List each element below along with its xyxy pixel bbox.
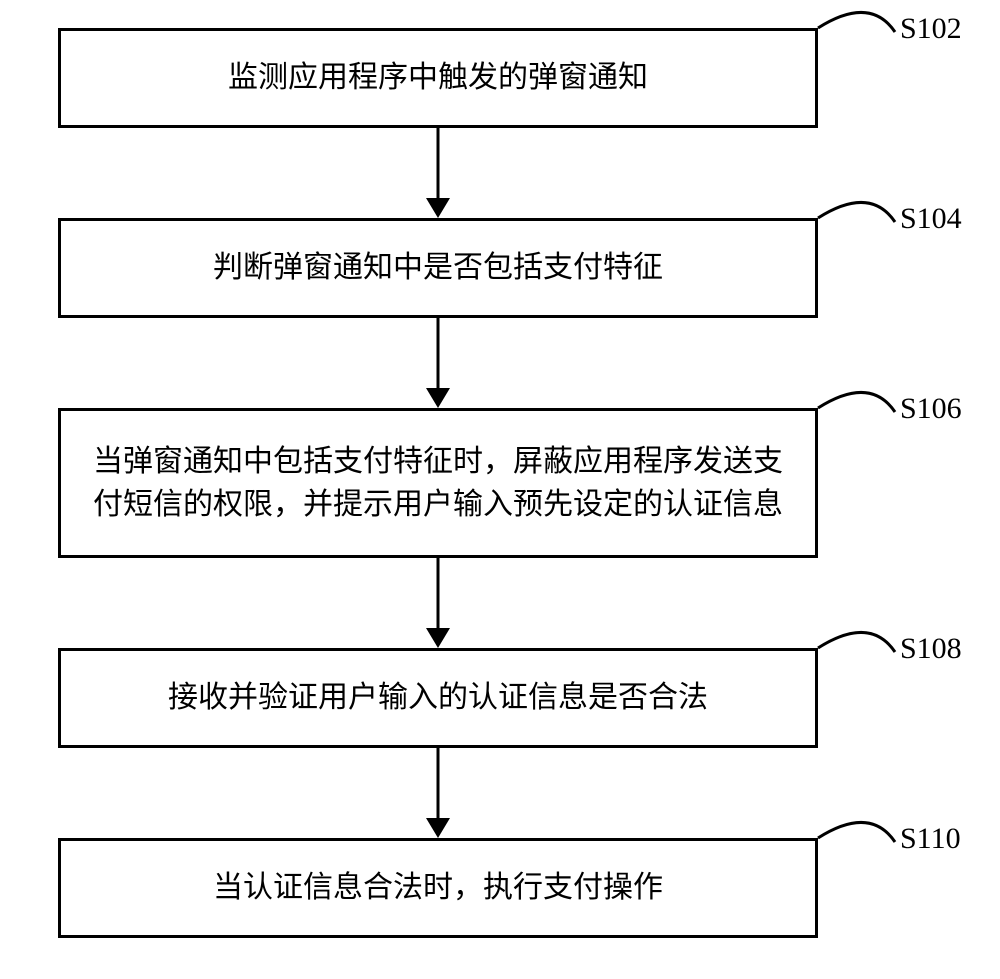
flowchart-container: 监测应用程序中触发的弹窗通知 S102 判断弹窗通知中是否包括支付特征 S104… bbox=[0, 0, 1000, 979]
arrow-s108-s110 bbox=[437, 748, 440, 818]
step-s110-box: 当认证信息合法时，执行支付操作 bbox=[58, 838, 818, 938]
step-s106-box: 当弹窗通知中包括支付特征时，屏蔽应用程序发送支付短信的权限，并提示用户输入预先设… bbox=[58, 408, 818, 558]
step-s104-box: 判断弹窗通知中是否包括支付特征 bbox=[58, 218, 818, 318]
step-s104-text: 判断弹窗通知中是否包括支付特征 bbox=[213, 246, 663, 290]
step-s104-label: S104 bbox=[900, 202, 962, 236]
step-s106-text: 当弹窗通知中包括支付特征时，屏蔽应用程序发送支付短信的权限，并提示用户输入预先设… bbox=[81, 440, 795, 527]
step-s102-text: 监测应用程序中触发的弹窗通知 bbox=[228, 56, 648, 100]
step-s108-box: 接收并验证用户输入的认证信息是否合法 bbox=[58, 648, 818, 748]
step-s106-label: S106 bbox=[900, 392, 962, 426]
arrow-s102-s104 bbox=[437, 128, 440, 198]
arrow-s104-s106 bbox=[437, 318, 440, 388]
step-s102-box: 监测应用程序中触发的弹窗通知 bbox=[58, 28, 818, 128]
step-s108-label: S108 bbox=[900, 632, 962, 666]
arrow-s106-s108 bbox=[437, 558, 440, 628]
step-s102-label: S102 bbox=[900, 12, 962, 46]
arrow-head-s104-s106 bbox=[426, 388, 450, 408]
step-s110-text: 当认证信息合法时，执行支付操作 bbox=[213, 866, 663, 910]
arrow-head-s108-s110 bbox=[426, 818, 450, 838]
step-s110-label: S110 bbox=[900, 822, 961, 856]
arrow-head-s106-s108 bbox=[426, 628, 450, 648]
step-s108-text: 接收并验证用户输入的认证信息是否合法 bbox=[168, 676, 708, 720]
arrow-head-s102-s104 bbox=[426, 198, 450, 218]
